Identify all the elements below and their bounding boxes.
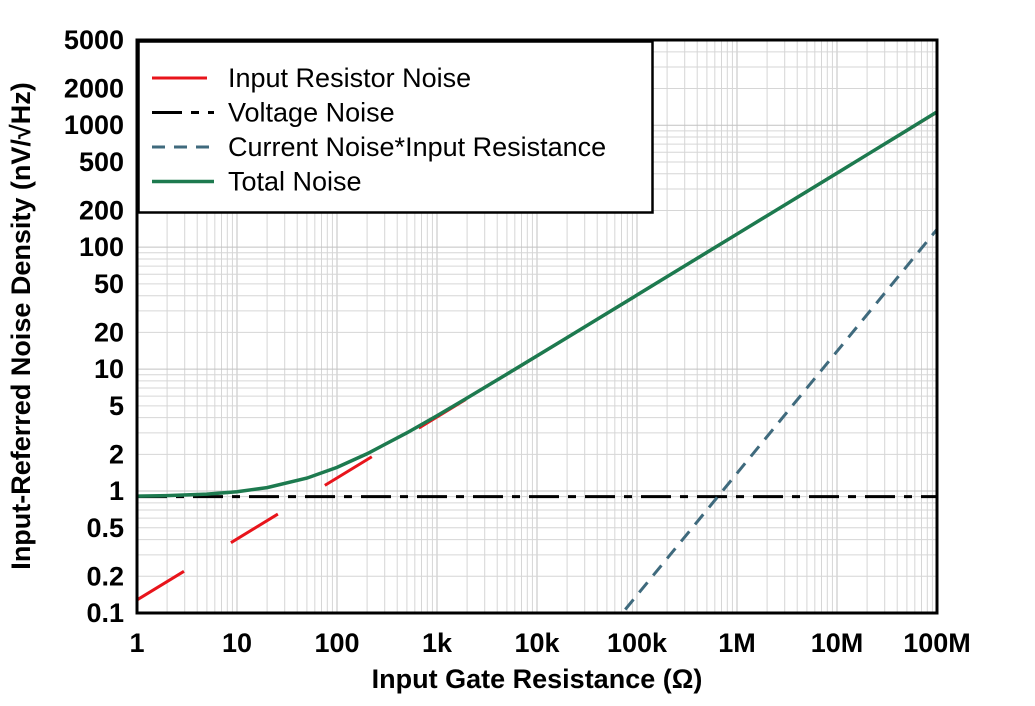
y-tick-label: 5 (109, 391, 124, 421)
y-tick-label: 20 (94, 317, 124, 347)
y-tick-label: 100 (79, 232, 124, 262)
series-line-total-noise (137, 110, 937, 498)
legend: Input Resistor Noise Voltage Noise Current… (137, 40, 654, 214)
x-tick-label: 10 (222, 628, 252, 658)
legend-label-input-resistor-noise: Input Resistor Noise (228, 63, 471, 93)
y-tick-label: 2000 (64, 74, 124, 104)
legend-label-voltage-noise: Voltage Noise (228, 98, 395, 128)
y-tick-label: 2 (109, 439, 124, 469)
y-tick-label: 0.2 (86, 561, 124, 591)
plot-border (135, 38, 939, 615)
x-axis-title: Input Gate Resistance (Ω) (372, 664, 703, 694)
legend-box (137, 40, 654, 214)
y-tick-label: 200 (79, 195, 124, 225)
legend-label-current-noise-input-resistance: Current Noise*Input Resistance (228, 132, 606, 162)
x-tick-label: 100 (314, 628, 359, 658)
y-tick-label: 0.1 (86, 598, 124, 628)
x-tick-label: 10M (811, 628, 864, 658)
y-axis-tick-labels: 5000 2000 1000 500 200 100 50 20 10 5 2 1 0.5 0.2 0.1 (64, 25, 124, 628)
x-tick-label: 100k (607, 628, 668, 658)
x-axis-tick-labels: 1 10 100 1k 10k 100k 1M 10M 100M (129, 628, 970, 658)
x-tick-label: 1M (718, 628, 756, 658)
y-tick-label: 10 (94, 354, 124, 384)
x-tick-label: 1k (422, 628, 453, 658)
x-tick-label: 1 (129, 628, 144, 658)
y-tick-label: 50 (94, 269, 124, 299)
legend-label-total-noise: Total Noise (228, 167, 362, 197)
y-tick-label: 5000 (64, 25, 124, 55)
y-tick-label: 1000 (64, 110, 124, 140)
y-tick-label: 1 (109, 476, 124, 506)
y-axis-title: Input-Referred Noise Density (nV/√Hz) (6, 82, 36, 569)
x-tick-label: 100M (903, 628, 971, 658)
y-tick-label: 500 (79, 147, 124, 177)
y-tick-label: 0.5 (86, 513, 124, 543)
series-layer (137, 110, 937, 613)
x-tick-label: 10k (514, 628, 560, 658)
